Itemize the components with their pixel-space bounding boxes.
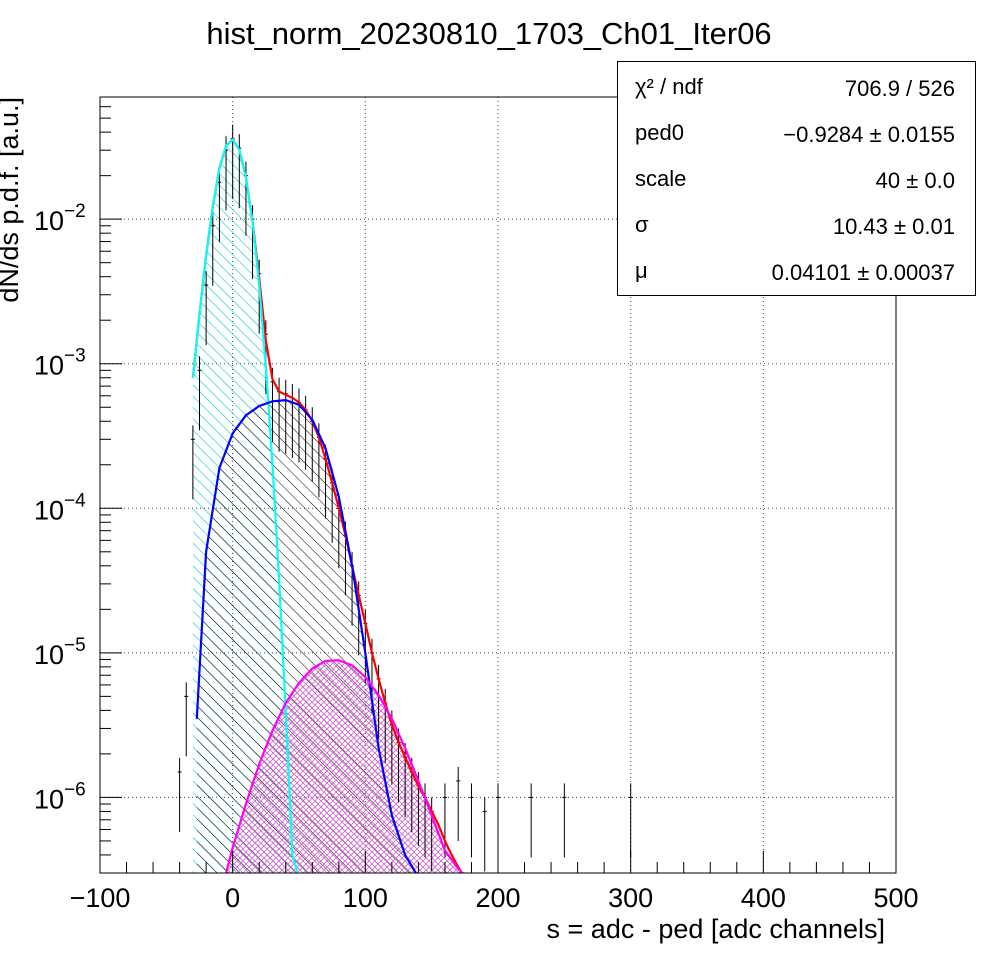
stat-row-ped0: ped0 −0.9284 ± 0.0155 xyxy=(618,108,975,154)
stat-value: 40 ± 0.0 xyxy=(875,168,955,193)
component-fills xyxy=(192,139,465,873)
x-tick-label: 500 xyxy=(873,883,918,913)
x-axis-label: s = adc - ped [adc channels] xyxy=(547,914,885,944)
component-curve xyxy=(224,659,465,873)
stat-name: ped0 xyxy=(635,120,684,145)
stat-name: χ² / ndf xyxy=(635,74,703,99)
x-tick-label: 300 xyxy=(608,883,653,913)
component-curve xyxy=(191,137,299,873)
stat-name: σ xyxy=(635,212,649,237)
y-tick-label: 10−6 xyxy=(34,779,86,814)
y-tick-label: 10−2 xyxy=(34,201,86,236)
y-axis-label: dN/ds p.d.f. [a.u.] xyxy=(0,97,24,303)
stat-row-mu: μ 0.04101 ± 0.00037 xyxy=(618,246,975,292)
x-tick-label: 0 xyxy=(225,883,240,913)
fit-statistics-box: χ² / ndf 706.9 / 526 ped0 −0.9284 ± 0.01… xyxy=(617,61,976,296)
component-curve xyxy=(195,398,418,873)
y-axis: 10−2 10−3 10−4 10−5 10−6 xyxy=(34,96,122,874)
chart-title: hist_norm_20230810_1703_Ch01_Iter06 xyxy=(206,16,771,51)
y-tick-label: 10−5 xyxy=(34,635,86,670)
x-tick-label: 100 xyxy=(343,883,388,913)
y-tick-label: 10−3 xyxy=(34,346,86,381)
stat-value: −0.9284 ± 0.0155 xyxy=(783,122,955,147)
stat-value: 10.43 ± 0.01 xyxy=(832,214,955,239)
fit-curves xyxy=(191,137,465,873)
y-tick-label: 10−4 xyxy=(34,490,86,525)
x-tick-label: −100 xyxy=(70,883,131,913)
stat-row-chi2: χ² / ndf 706.9 / 526 xyxy=(618,62,975,108)
stat-name: μ xyxy=(635,258,648,283)
x-tick-label: 200 xyxy=(475,883,520,913)
stat-row-scale: scale 40 ± 0.0 xyxy=(618,154,975,200)
x-axis: −100 0 100 200 300 400 500 xyxy=(70,851,919,913)
stat-row-sigma: σ 10.43 ± 0.01 xyxy=(618,200,975,246)
x-tick-label: 400 xyxy=(741,883,786,913)
stat-value: 0.04101 ± 0.00037 xyxy=(771,260,955,285)
stat-name: scale xyxy=(635,166,687,191)
stat-value: 706.9 / 526 xyxy=(844,76,955,101)
